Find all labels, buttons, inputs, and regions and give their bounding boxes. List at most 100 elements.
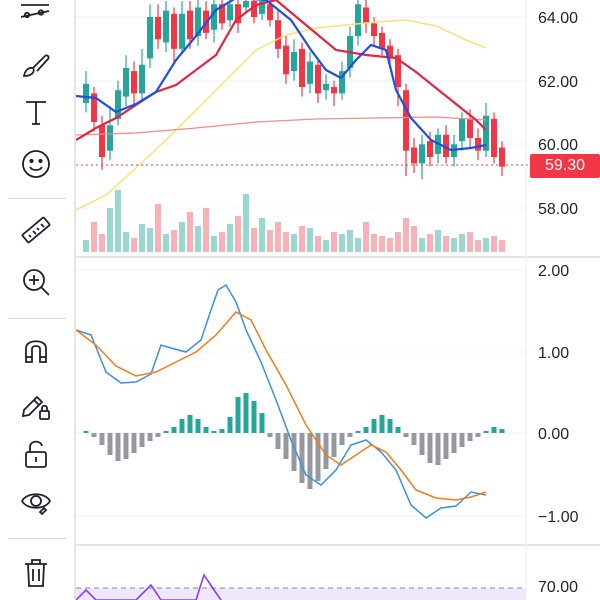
macd-histogram-bar [163, 431, 169, 433]
candle-body [163, 10, 169, 43]
candle-body [467, 118, 473, 138]
candle-body [139, 64, 145, 94]
volume-bar [235, 216, 241, 252]
macd-histogram-bar [499, 429, 505, 433]
macd-histogram-bar [451, 433, 457, 453]
volume-bar [307, 228, 313, 252]
volume-bar [275, 222, 281, 252]
last-price-badge: 59.30 [530, 154, 600, 178]
chart-area[interactable]: 64.00 62.00 60.00 58.00 2.00 1.00 0.00 −1.00 70.… [76, 0, 600, 600]
macd-histogram-bar [267, 433, 273, 437]
volume-bar [139, 224, 145, 252]
macd-histogram-bar [123, 433, 129, 459]
macd-histogram-bar [283, 433, 289, 459]
macd-histogram-bar [371, 419, 377, 433]
volume-bar [483, 238, 489, 252]
macd-histogram-bar [443, 433, 449, 459]
candle-body [147, 17, 153, 59]
macd-histogram-bar [435, 433, 441, 465]
candle-body [315, 64, 321, 94]
macd-histogram-bar [219, 429, 225, 433]
macd-histogram-bar [315, 433, 321, 481]
candle-body [411, 147, 417, 164]
candle-body [259, 1, 265, 14]
volume-bar [155, 204, 161, 252]
macd-line [76, 283, 487, 519]
macd-axis-label: 2.00 [538, 263, 569, 280]
macd-histogram-bar [203, 427, 209, 433]
macd-histogram-bar [339, 433, 345, 445]
macd-histogram-bar [107, 433, 113, 455]
macd-histogram-bar [483, 431, 489, 433]
volume-bar [427, 234, 433, 252]
macd-histogram-bar [307, 433, 313, 489]
volume-bar [267, 230, 273, 252]
candle-body [267, 4, 273, 21]
candle-body [187, 10, 193, 40]
chart-canvas[interactable]: 64.00 62.00 60.00 58.00 2.00 1.00 0.00 −1.00 70.… [76, 0, 600, 600]
unlock-icon[interactable] [14, 434, 58, 474]
price-axis-label: 60.00 [538, 137, 578, 154]
zoom-in-icon[interactable] [14, 262, 58, 302]
candle-body [363, 7, 369, 24]
volume-bar [363, 222, 369, 252]
candle-body [235, 4, 241, 24]
magnet-icon[interactable] [14, 330, 58, 370]
eye-icon[interactable] [14, 482, 58, 522]
candle-body [107, 125, 113, 151]
volume-bar [443, 236, 449, 252]
candle-body [115, 90, 121, 119]
trash-icon[interactable] [14, 552, 58, 592]
volume-bar [291, 234, 297, 252]
text-icon[interactable] [14, 92, 58, 132]
macd-axis-label: −1.00 [538, 509, 579, 526]
candle-body [339, 71, 345, 94]
candle-body [331, 87, 337, 94]
candle-body [355, 4, 361, 37]
macd-histogram-bar [211, 431, 217, 433]
volume-bar [387, 238, 393, 252]
volume-bar [451, 238, 457, 252]
candle-body [275, 20, 281, 49]
macd-histogram-bar [115, 433, 121, 461]
volume-bar [347, 230, 353, 252]
price-axis-label: 64.00 [538, 10, 578, 27]
volume-bar [435, 230, 441, 252]
candle-body [419, 144, 425, 164]
volume-bar [227, 224, 233, 252]
volume-bar [339, 234, 345, 252]
volume-bar [131, 238, 137, 252]
volume-bar [459, 234, 465, 252]
candle-body [403, 90, 409, 151]
ruler-icon[interactable] [14, 210, 58, 250]
brush-icon[interactable] [14, 46, 58, 86]
lines-tool-icon[interactable] [14, 0, 58, 34]
volume-bar [419, 238, 425, 252]
macd-histogram-bar [91, 433, 97, 437]
candle-body [179, 13, 185, 49]
ma-slow-line [76, 19, 487, 211]
candle-body [299, 48, 305, 88]
candle-body [387, 45, 393, 59]
candle-body [171, 13, 177, 49]
macd-histogram-bar [459, 433, 465, 447]
candle-body [291, 52, 297, 72]
volume-bar [403, 218, 409, 252]
volume-bar [259, 218, 265, 252]
macd-histogram-bar [131, 433, 137, 453]
price-axis-label: 62.00 [538, 74, 578, 91]
emoji-icon[interactable] [14, 144, 58, 184]
macd-histogram-bar [299, 433, 305, 483]
rsi-line [76, 573, 222, 600]
macd-histogram-bar [403, 433, 409, 437]
price-axis-label: 58.00 [538, 201, 578, 218]
candle-body [395, 55, 401, 88]
volume-bar [171, 230, 177, 252]
macd-histogram-bar [243, 393, 249, 433]
lock-drawing-icon[interactable] [14, 386, 58, 426]
macd-histogram-bar [187, 415, 193, 433]
candle-body [459, 118, 465, 142]
volume-bar [219, 232, 225, 252]
candle-body [307, 61, 313, 84]
drawing-toolbar [0, 0, 74, 600]
